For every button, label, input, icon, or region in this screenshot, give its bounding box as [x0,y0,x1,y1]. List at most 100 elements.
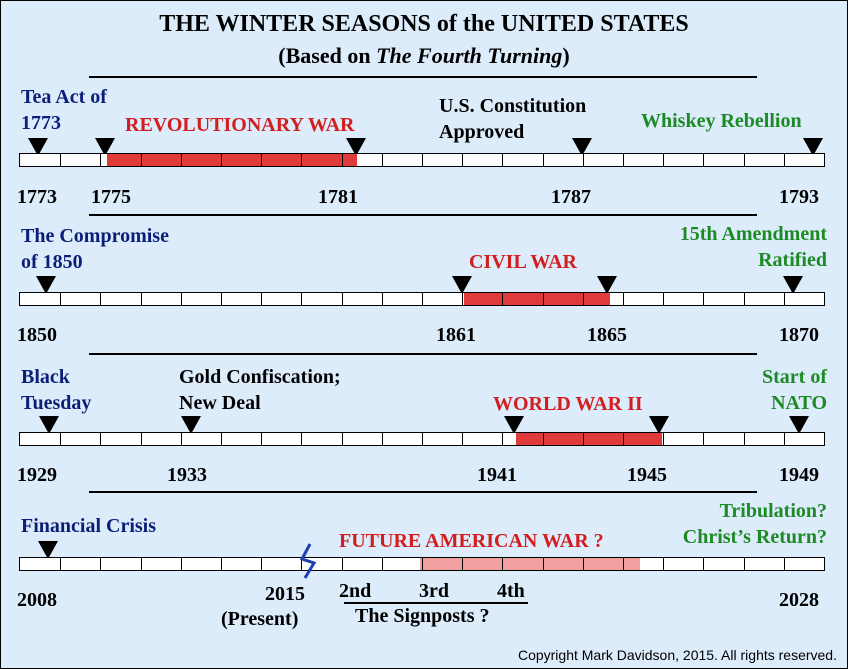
row2-divider [89,214,757,216]
diagram-title: THE WINTER SEASONS of the UNITED STATES [159,11,689,37]
year-segment-divider [663,293,664,305]
year-segment-divider [422,433,423,445]
year-2028: 2028 [779,589,819,611]
year-segment-divider [623,433,624,445]
future-war-label: FUTURE AMERICAN WAR ? [339,530,604,552]
marker-1945 [649,416,669,434]
year-segment-divider [744,433,745,445]
year-segment-divider [100,558,101,570]
year-segment-divider [261,154,262,166]
timeline-track-2008-2028 [19,557,825,571]
copyright: Copyright Mark Davidson, 2015. All right… [517,647,837,663]
future-war-bar [420,558,640,570]
civil-war-bar [464,293,610,305]
year-segment-divider [301,558,302,570]
year-segment-divider [422,293,423,305]
marker-2008 [38,541,58,559]
year-segment-divider [261,293,262,305]
marker-1787 [572,138,592,156]
present-note: (Present) [221,608,299,630]
year-segment-divider [342,154,343,166]
year-segment-divider [221,293,222,305]
compromise-label: The Compromise of 1850 [21,225,169,273]
year-segment-divider [261,433,262,445]
marker-1773 [28,138,48,156]
year-segment-divider [623,293,624,305]
year-segment-divider [784,433,785,445]
revolutionary-war-bar [107,154,357,166]
year-segment-divider [60,154,61,166]
year-segment-divider [744,293,745,305]
diagram-subtitle: (Based on The Fourth Turning) [278,43,570,68]
timeline-track-1773-1793 [19,153,825,167]
year-segment-divider [181,433,182,445]
year-segment-divider [382,154,383,166]
year-segment-divider [703,433,704,445]
row3-divider [89,353,757,355]
year-1865: 1865 [587,324,627,346]
marker-1941 [504,416,524,434]
year-segment-divider [181,154,182,166]
year-segment-divider [502,293,503,305]
year-segment-divider [502,558,503,570]
year-segment-divider [301,433,302,445]
book-title: The Fourth Turning [376,43,563,68]
year-1781: 1781 [318,186,358,208]
marker-1933 [181,416,201,434]
year-segment-divider [543,154,544,166]
year-1850: 1850 [17,324,57,346]
year-1775: 1775 [91,186,131,208]
year-segment-divider [583,433,584,445]
year-segment-divider [141,558,142,570]
timeline-track-1929-1949 [19,432,825,446]
year-segment-divider [623,558,624,570]
marker-1793 [803,138,823,156]
year-segment-divider [663,558,664,570]
row4-divider [89,491,757,493]
year-segment-divider [221,154,222,166]
signpost-2nd: 2nd [339,580,372,602]
year-segment-divider [60,433,61,445]
year-segment-divider [100,154,101,166]
year-segment-divider [141,293,142,305]
marker-1929 [39,416,59,434]
year-segment-divider [663,154,664,166]
year-1949: 1949 [779,464,819,486]
year-1870: 1870 [779,324,819,346]
year-segment-divider [100,433,101,445]
year-segment-divider [100,293,101,305]
year-segment-divider [382,293,383,305]
year-segment-divider [342,433,343,445]
tea-act-label: Tea Act of 1773 [21,86,107,134]
nato-label: Start of NATO [762,366,827,414]
year-2015: 2015 [265,583,305,605]
year-segment-divider [60,558,61,570]
year-segment-divider [744,558,745,570]
marker-1775 [95,138,115,156]
year-segment-divider [342,293,343,305]
year-1787: 1787 [551,186,591,208]
year-1861: 1861 [436,324,476,346]
year-segment-divider [543,293,544,305]
year-segment-divider [342,558,343,570]
financial-crisis-label: Financial Crisis [21,515,157,537]
year-segment-divider [663,433,664,445]
year-segment-divider [462,154,463,166]
whiskey-rebellion-label: Whiskey Rebellion [641,110,802,132]
civil-war-label: CIVIL WAR [469,251,577,273]
year-segment-divider [784,154,785,166]
timeline-track-1850-1870 [19,292,825,306]
year-segment-divider [543,558,544,570]
gold-confiscation-label: Gold Confiscation; New Deal [179,366,341,414]
year-segment-divider [703,293,704,305]
year-segment-divider [301,154,302,166]
year-1793: 1793 [779,186,819,208]
marker-1865 [597,276,617,294]
year-segment-divider [583,154,584,166]
year-segment-divider [141,433,142,445]
year-segment-divider [703,154,704,166]
year-segment-divider [221,433,222,445]
signpost-3rd: 3rd [419,580,449,602]
year-segment-divider [502,154,503,166]
marker-1850 [36,276,56,294]
